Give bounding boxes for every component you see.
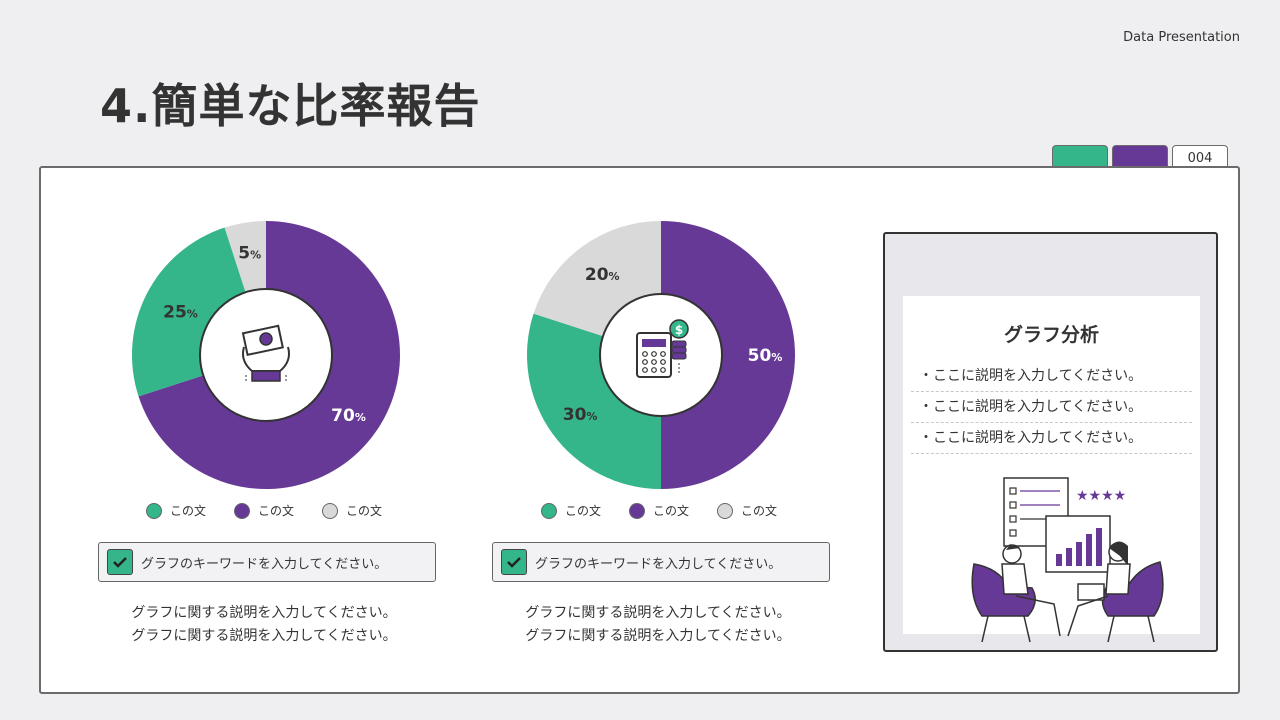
analysis-card: グラフ分析 ・ここに説明を入力してください。 ・ここに説明を入力してください。 … — [883, 232, 1218, 652]
tab-purple[interactable] — [1112, 145, 1168, 170]
bullet-item: ・ここに説明を入力してください。 — [911, 392, 1192, 423]
legend-label: この文 — [653, 504, 690, 518]
legend-label: この文 — [170, 504, 207, 518]
legend-item: この文 — [717, 502, 777, 519]
checkbox-icon[interactable] — [107, 549, 133, 575]
analysis-bullets: ・ここに説明を入力してください。 ・ここに説明を入力してください。 ・ここに説明… — [911, 361, 1192, 454]
legend-2: この文 この文 この文 — [541, 502, 777, 519]
bullet-item: ・ここに説明を入力してください。 — [911, 361, 1192, 392]
chart-description-2: グラフに関する説明を入力してください。 グラフに関する説明を入力してください。 — [489, 602, 827, 648]
keyword-box-2[interactable]: グラフのキーワードを入力してください。 — [492, 542, 830, 582]
legend-item: この文 — [234, 502, 294, 519]
slice-label: 50% — [748, 346, 783, 366]
legend-label: この文 — [741, 504, 778, 518]
chart-description-1: グラフに関する説明を入力してください。 グラフに関する説明を入力してください。 — [95, 602, 433, 648]
page-title: 4.簡単な比率報告 — [100, 79, 481, 133]
legend-dot — [717, 502, 734, 519]
svg-text:★★★★: ★★★★ — [1076, 488, 1126, 504]
checkbox-icon[interactable] — [501, 549, 527, 575]
description-line: グラフに関する説明を入力してください。 — [131, 628, 397, 644]
legend-dot — [629, 502, 646, 519]
folder-tabs: 004 — [1052, 145, 1228, 170]
legend-item: この文 — [322, 502, 382, 519]
description-line: グラフに関する説明を入力してください。 — [131, 605, 397, 621]
description-line: グラフに関する説明を入力してください。 — [525, 605, 791, 621]
pie-chart-2: $ 50% 30% 20% — [527, 221, 795, 489]
legend-label: この文 — [346, 504, 383, 518]
pie-slice — [661, 221, 795, 489]
svg-text:$: $ — [675, 323, 683, 337]
slice-label: 70% — [331, 406, 366, 426]
chart-center-ring — [199, 288, 333, 422]
people-meeting-chart-illustration: ★★★★ — [971, 477, 1164, 643]
keyword-text: グラフのキーワードを入力してください。 — [141, 556, 388, 572]
description-line: グラフに関する説明を入力してください。 — [525, 628, 791, 644]
legend-item: この文 — [541, 502, 601, 519]
legend-dot — [541, 502, 557, 519]
analysis-card-inner: グラフ分析 ・ここに説明を入力してください。 ・ここに説明を入力してください。 … — [903, 296, 1200, 643]
slice-label: 20% — [585, 265, 620, 285]
slice-label: 5% — [238, 243, 261, 263]
legend-item: この文 — [629, 502, 689, 519]
keyword-box-1[interactable]: グラフのキーワードを入力してください。 — [98, 542, 436, 582]
legend-label: この文 — [565, 504, 602, 518]
legend-item: この文 — [146, 502, 206, 519]
legend-dot — [322, 502, 339, 519]
analysis-title: グラフ分析 — [1003, 324, 1099, 346]
legend-label: この文 — [258, 504, 295, 518]
pie-chart-1: 70% 25% 5% — [132, 221, 401, 489]
keyword-text: グラフのキーワードを入力してください。 — [535, 556, 782, 572]
money-hands-icon — [241, 324, 290, 383]
slice-label: 30% — [563, 405, 598, 425]
legend-dot — [234, 502, 251, 519]
bullet-item: ・ここに説明を入力してください。 — [911, 423, 1192, 454]
slice-label: 25% — [163, 302, 198, 322]
legend-dot — [146, 502, 162, 519]
legend-1: この文 この文 この文 — [146, 502, 382, 519]
brand-label: Data Presentation — [1123, 30, 1240, 45]
tab-green[interactable] — [1052, 145, 1108, 170]
tab-page-number[interactable]: 004 — [1172, 145, 1228, 170]
calculator-coins-icon: $ — [636, 319, 689, 378]
